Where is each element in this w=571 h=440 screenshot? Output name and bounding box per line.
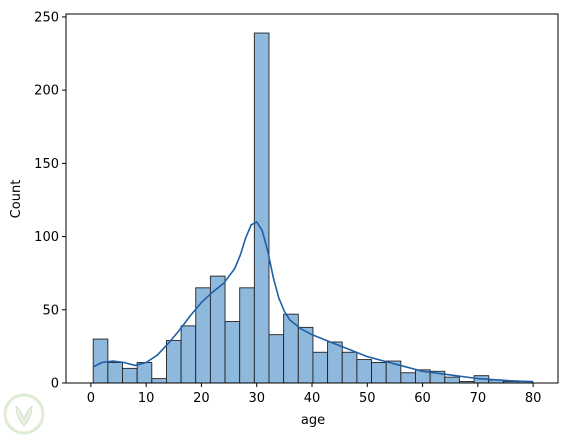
x-axis-label: age — [301, 413, 325, 428]
leaf-logo-watermark — [3, 393, 45, 435]
y-axis-label: Count — [9, 180, 24, 219]
y-tick-label-2: 100 — [34, 230, 59, 245]
histogram-bar-4 — [151, 378, 167, 384]
x-tick-label-8: 80 — [525, 391, 542, 406]
x-tick-label-0: 0 — [87, 391, 95, 406]
y-tick-label-5: 250 — [34, 10, 59, 25]
histogram-bar-24 — [444, 376, 460, 384]
kde-layer — [92, 221, 534, 383]
histogram-bar-2 — [122, 367, 138, 384]
histogram-bar-6 — [180, 325, 197, 384]
x-tick-label-5: 50 — [359, 391, 376, 406]
x-tick-label-3: 30 — [248, 391, 265, 406]
y-tick-label-3: 150 — [34, 157, 59, 172]
y-tick-label-0: 0 — [51, 377, 59, 392]
x-tick-label-4: 40 — [304, 391, 321, 406]
histogram-bar-21 — [400, 372, 416, 384]
histogram-bar-10 — [239, 287, 255, 384]
histogram-bar-1 — [107, 362, 123, 384]
x-tick-label-6: 60 — [414, 391, 431, 406]
kde-line — [92, 221, 534, 383]
y-tick-label-4: 200 — [34, 84, 59, 99]
y-ticks: 0 50 100 150 200 250 — [34, 10, 66, 392]
histogram-bar-15 — [312, 351, 329, 384]
histogram-bar-12 — [268, 334, 285, 384]
x-ticks: 0 10 20 30 40 50 60 70 80 — [87, 383, 542, 406]
x-tick-label-1: 10 — [138, 391, 155, 406]
histogram-bar-5 — [165, 340, 182, 384]
histogram-bar-3 — [136, 362, 153, 384]
histogram-bar-7 — [195, 287, 211, 384]
histogram-bar-19 — [371, 362, 387, 384]
x-tick-label-2: 20 — [193, 391, 210, 406]
histogram-bar-17 — [341, 351, 358, 384]
y-tick-label-1: 50 — [42, 303, 59, 318]
histogram-bars — [92, 32, 534, 384]
x-tick-label-7: 70 — [470, 391, 487, 406]
histogram-bar-9 — [224, 321, 241, 384]
histogram-bar-18 — [356, 359, 372, 384]
histogram-bar-16 — [327, 341, 343, 384]
histogram-bar-14 — [297, 326, 314, 384]
histogram-bar-11 — [253, 32, 270, 384]
histogram-bar-0 — [92, 338, 109, 384]
